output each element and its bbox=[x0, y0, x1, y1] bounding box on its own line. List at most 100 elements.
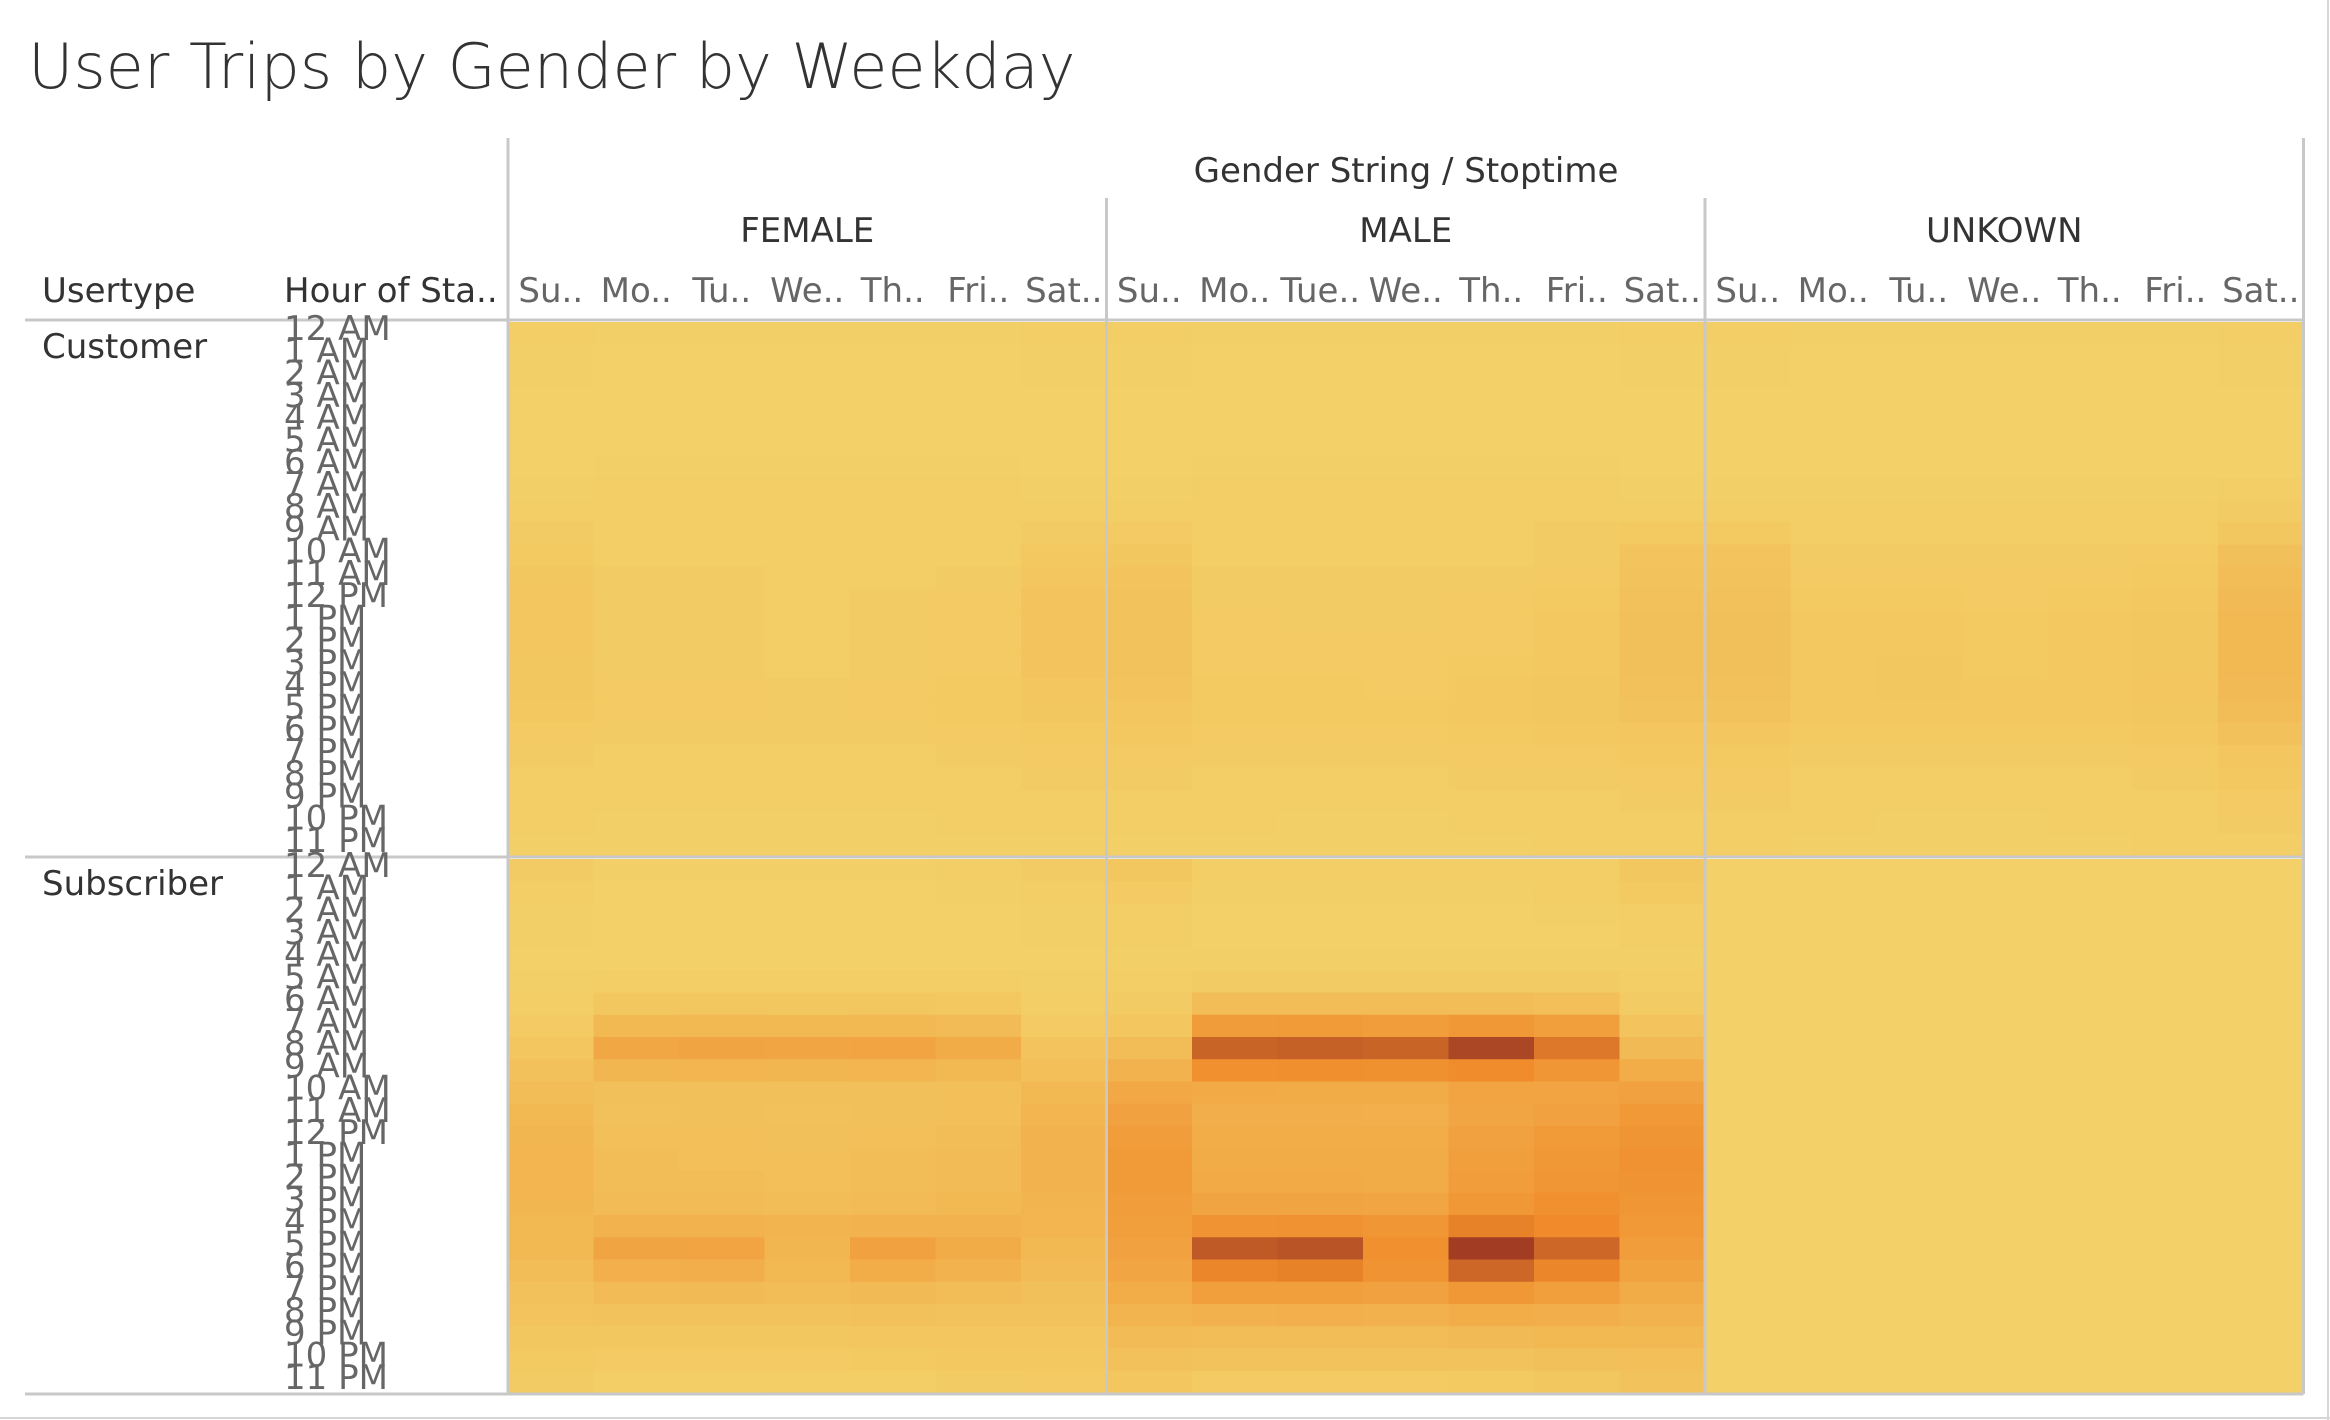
heatmap-cell bbox=[1705, 1148, 1792, 1172]
heatmap-cell bbox=[1192, 500, 1279, 523]
heatmap-cell bbox=[679, 1348, 766, 1372]
heatmap-cell bbox=[764, 1081, 851, 1105]
day-header-unkown-2: Tu.. bbox=[1888, 271, 1948, 311]
heatmap-cell bbox=[2218, 722, 2305, 746]
hour-tick-label: 1 PM bbox=[284, 1135, 366, 1175]
heatmap-cell bbox=[1277, 948, 1364, 971]
heatmap-cell bbox=[1448, 344, 1535, 368]
heatmap-cell bbox=[2218, 322, 2305, 345]
heatmap-cell bbox=[2047, 678, 2134, 701]
heatmap-cell bbox=[764, 344, 851, 368]
heatmap-cell bbox=[1277, 1237, 1364, 1261]
heatmap-cell bbox=[1363, 633, 1450, 657]
heatmap-cell bbox=[1961, 700, 2048, 724]
heatmap-cell bbox=[1106, 1192, 1193, 1216]
heatmap-cell bbox=[1961, 1237, 2048, 1261]
heatmap-cell bbox=[1876, 1103, 1963, 1127]
heatmap-cell bbox=[764, 1281, 851, 1305]
heatmap-cell bbox=[1448, 700, 1535, 724]
heatmap-cell bbox=[508, 633, 595, 657]
heatmap-cell bbox=[1363, 455, 1450, 479]
heatmap-cell bbox=[1705, 1059, 1792, 1083]
heatmap-cell bbox=[1961, 522, 2048, 546]
day-header-female-4: Th.. bbox=[860, 271, 925, 311]
heatmap-cell bbox=[1192, 1148, 1279, 1172]
heatmap-cell bbox=[1192, 1304, 1279, 1327]
heatmap-cell bbox=[1961, 1148, 2048, 1172]
heatmap-cell bbox=[1277, 1037, 1364, 1060]
heatmap-cell bbox=[1705, 500, 1792, 523]
heatmap-cell bbox=[2132, 1215, 2219, 1238]
heatmap-cell bbox=[2047, 1014, 2134, 1038]
heatmap-cell bbox=[764, 881, 851, 905]
heatmap-cell bbox=[764, 948, 851, 971]
heatmap-cell bbox=[1448, 322, 1535, 345]
heatmap-cell bbox=[508, 1148, 595, 1172]
column-group-male: MALE bbox=[1359, 211, 1452, 251]
hour-tick-label: 4 AM bbox=[284, 398, 369, 438]
heatmap-cell bbox=[1790, 859, 1877, 882]
heatmap-cell bbox=[508, 700, 595, 724]
heatmap-cell bbox=[1363, 767, 1450, 790]
day-header-unkown-0: Su.. bbox=[1715, 271, 1780, 311]
heatmap-cell bbox=[1961, 948, 2048, 971]
heatmap-cell bbox=[1448, 1304, 1535, 1327]
heatmap-cell bbox=[1106, 1259, 1193, 1283]
heatmap-cell bbox=[2218, 433, 2305, 457]
heatmap-cell bbox=[1705, 611, 1792, 635]
heatmap-cell bbox=[764, 1170, 851, 1194]
heatmap-cell bbox=[1619, 1014, 1706, 1038]
heatmap-cell bbox=[850, 500, 937, 523]
heatmap-cell bbox=[1448, 1037, 1535, 1060]
heatmap-cell bbox=[1961, 566, 2048, 590]
heatmap-cell bbox=[1534, 678, 1621, 701]
heatmap-cell bbox=[1106, 1237, 1193, 1261]
hour-tick-label: 11 PM bbox=[284, 821, 388, 861]
heatmap-cell bbox=[1363, 925, 1450, 949]
heatmap-cell bbox=[1448, 1281, 1535, 1305]
heatmap-cell bbox=[2132, 1014, 2219, 1038]
heatmap-cell bbox=[1876, 903, 1963, 927]
heatmap-cell bbox=[850, 1126, 937, 1149]
heatmap-cell bbox=[593, 322, 680, 345]
heatmap-cell bbox=[1021, 633, 1108, 657]
heatmap-cell bbox=[1534, 1081, 1621, 1105]
heatmap-cell bbox=[2132, 970, 2219, 994]
heatmap-cell bbox=[1876, 1126, 1963, 1149]
heatmap-cell bbox=[1363, 1215, 1450, 1238]
heatmap-cell bbox=[593, 744, 680, 768]
heatmap-cell bbox=[2218, 811, 2305, 835]
heatmap-cell bbox=[1790, 522, 1877, 546]
heatmap-cell bbox=[679, 433, 766, 457]
heatmap-cell bbox=[1705, 655, 1792, 679]
heatmap-cell bbox=[1961, 744, 2048, 768]
heatmap-cell bbox=[593, 1304, 680, 1327]
heatmap-cell bbox=[1961, 344, 2048, 368]
heatmap-cell bbox=[1448, 1126, 1535, 1149]
heatmap-cell bbox=[1790, 544, 1877, 568]
heatmap-cell bbox=[1619, 611, 1706, 635]
heatmap-cell bbox=[1106, 1348, 1193, 1372]
heatmap-cell bbox=[1790, 633, 1877, 657]
heatmap-cell bbox=[1790, 744, 1877, 768]
heatmap-cell bbox=[764, 544, 851, 568]
heatmap-cell bbox=[1021, 411, 1108, 434]
heatmap-cell bbox=[1021, 722, 1108, 746]
heatmap-cell bbox=[1448, 566, 1535, 590]
heatmap-cell bbox=[2218, 411, 2305, 434]
heatmap-cell bbox=[679, 322, 766, 345]
heatmap-cell bbox=[1790, 948, 1877, 971]
heatmap-cell bbox=[2218, 388, 2305, 412]
heatmap-cell bbox=[1534, 970, 1621, 994]
heatmap-cell bbox=[593, 970, 680, 994]
heatmap-cell bbox=[1277, 1170, 1364, 1194]
heatmap-cell bbox=[1277, 566, 1364, 590]
heatmap-cell bbox=[508, 477, 595, 501]
heatmap-cell bbox=[1106, 1103, 1193, 1127]
heatmap-cell bbox=[935, 366, 1022, 390]
heatmap-cell bbox=[764, 522, 851, 546]
heatmap-cell bbox=[1106, 1281, 1193, 1305]
heatmap-cell bbox=[1021, 1348, 1108, 1372]
heatmap-cell bbox=[2132, 633, 2219, 657]
heatmap-cell bbox=[1448, 1103, 1535, 1127]
